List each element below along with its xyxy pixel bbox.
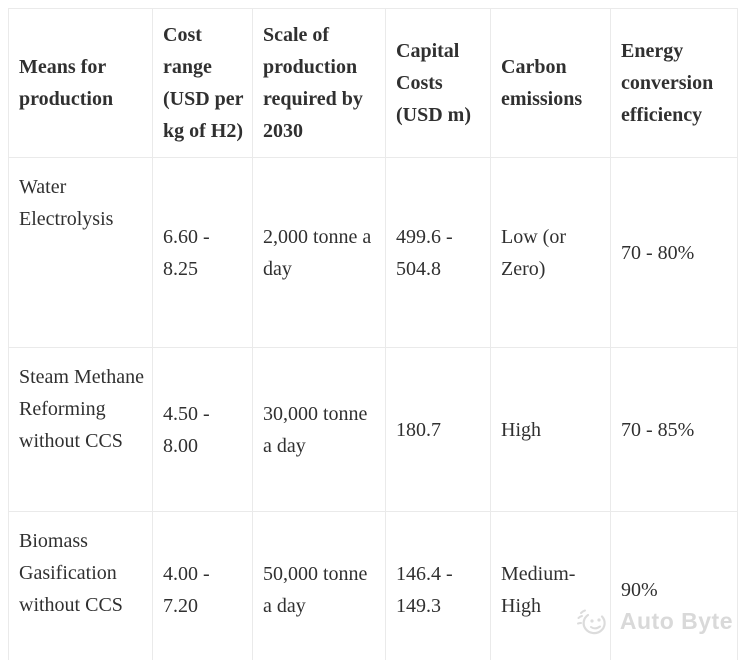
watermark-label: Auto Byte (619, 607, 733, 634)
row-biomass-gasification: Biomass Gasification without CCS 4.00 - … (8, 511, 738, 660)
cell-carbon-emissions: Low (or Zero) (490, 157, 611, 348)
cell-capital-costs: 146.4 - 149.3 (385, 511, 491, 660)
header-cost-range: Cost range (USD per kg of H2) (152, 8, 253, 158)
header-capital-costs: Capital Costs (USD m) (385, 8, 491, 158)
cell-efficiency: 70 - 85% (610, 347, 738, 512)
cell-scale: 30,000 tonne a day (252, 347, 386, 512)
cell-carbon-emissions: High (490, 347, 611, 512)
row-steam-methane-reforming: Steam Methane Reforming without CCS 4.50… (8, 347, 738, 512)
cell-cost-range: 6.60 - 8.25 (152, 157, 253, 348)
cell-cost-range: 4.50 - 8.00 (152, 347, 253, 512)
cell-carbon-emissions: Medium-High (490, 511, 611, 660)
cell-means: Water Electrolysis (8, 157, 153, 348)
cell-cost-range: 4.00 - 7.20 (152, 511, 253, 660)
header-carbon-emissions: Carbon emissions (490, 8, 611, 158)
cell-means: Steam Methane Reforming without CCS (8, 347, 153, 512)
cell-means: Biomass Gasification without CCS (8, 511, 153, 660)
header-energy-efficiency: Energy conversion efficiency (610, 8, 738, 158)
watermark: Auto Byte (575, 606, 733, 636)
header-scale-of-production: Scale of production required by 2030 (252, 8, 386, 158)
autobyte-logo-icon (575, 606, 613, 636)
cell-efficiency: 70 - 80% (610, 157, 738, 348)
cell-efficiency: 90% (610, 511, 738, 660)
row-water-electrolysis: Water Electrolysis 6.60 - 8.25 2,000 ton… (8, 157, 738, 348)
hydrogen-production-table: Means for production Cost range (USD per… (8, 8, 738, 660)
cell-scale: 50,000 tonne a day (252, 511, 386, 660)
cell-capital-costs: 499.6 - 504.8 (385, 157, 491, 348)
header-means-for-production: Means for production (8, 8, 153, 158)
cell-scale: 2,000 tonne a day (252, 157, 386, 348)
table-header-row: Means for production Cost range (USD per… (8, 8, 738, 158)
cell-capital-costs: 180.7 (385, 347, 491, 512)
